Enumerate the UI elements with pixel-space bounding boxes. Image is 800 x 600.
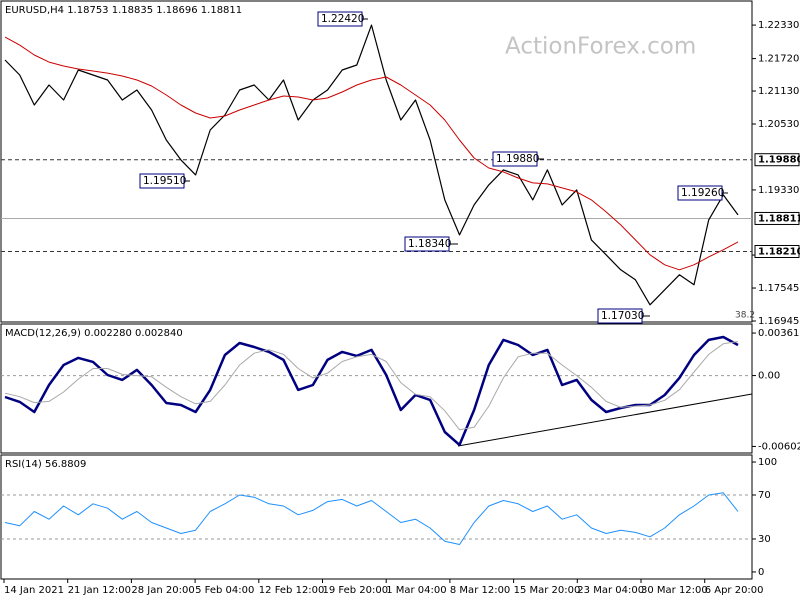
y-tick-label: 70 [758, 490, 771, 501]
swing-label: 1.19510 [143, 175, 186, 187]
x-tick-label: 14 Jan 2021 [4, 585, 64, 596]
swing-label: 1.17030 [601, 310, 644, 322]
level-box [754, 211, 800, 225]
swing-label: 1.22420 [321, 13, 364, 25]
y-tick-label: 100 [758, 457, 777, 468]
level-label: 1.18811 [758, 213, 800, 224]
x-tick-label: 12 Feb 12:00 [259, 585, 325, 596]
level-label: 1.18210 [758, 246, 800, 257]
x-tick-label: 5 Feb 04:00 [195, 585, 254, 596]
y-tick-label: 0.00 [758, 371, 780, 382]
y-tick-label: 1.19330 [758, 185, 799, 196]
y-tick-label: 30 [758, 534, 771, 545]
panel-frame [0, 0, 753, 323]
x-tick-label: 19 Feb 20:00 [323, 585, 389, 596]
watermark: ActionForex.com [505, 34, 696, 60]
x-tick-label: 6 Apr 20:00 [705, 585, 764, 596]
x-tick-label: 1 Mar 04:00 [386, 585, 446, 596]
level-label: 1.19880 [758, 155, 800, 166]
y-tick-label: 1.21130 [758, 86, 799, 97]
series-line [4, 36, 739, 271]
swing-box [597, 308, 643, 324]
x-tick-label: 15 Mar 20:00 [514, 585, 581, 596]
y-tick-label: 1.17545 [758, 283, 799, 294]
swing-label: 1.18340 [408, 238, 451, 250]
y-tick-label: -0.006026 [758, 441, 800, 452]
series-line [4, 341, 739, 431]
swing-box [404, 236, 450, 252]
y-tick-label: 1.16945 [758, 316, 799, 327]
x-tick-label: 30 Mar 12:00 [641, 585, 708, 596]
series-line [4, 24, 739, 306]
y-tick-label: 0 [758, 567, 764, 578]
level-box [754, 153, 800, 167]
swing-box [139, 173, 185, 189]
x-tick-label: 21 Jan 12:00 [68, 585, 131, 596]
y-tick-label: 1.22330 [758, 20, 799, 31]
panel-frame [0, 323, 753, 454]
y-tick-label: 0.003615 [758, 328, 800, 339]
panel-frame [0, 454, 753, 580]
panel-title: EURUSD,H4 1.18753 1.18835 1.18696 1.1881… [5, 5, 242, 16]
swing-label: 1.19880 [496, 153, 539, 165]
x-tick-label: 8 Mar 12:00 [450, 585, 510, 596]
level-box [754, 244, 800, 258]
y-tick-label: 1.20530 [758, 119, 799, 130]
swing-box [492, 151, 538, 167]
series-line [4, 492, 739, 545]
x-tick-label: 23 Mar 04:00 [577, 585, 644, 596]
swing-box [317, 11, 363, 27]
swing-box [677, 185, 723, 201]
panel-title: MACD(12,26,9) 0.002280 0.002840 [5, 328, 183, 339]
series-line [4, 335, 739, 447]
x-tick-label: 28 Jan 20:00 [131, 585, 194, 596]
swing-label: 1.19260 [681, 187, 724, 199]
macd-trendline [457, 393, 753, 447]
fib-label: 38.2 [735, 311, 755, 321]
y-tick-label: 1.21720 [758, 54, 799, 65]
panel-title: RSI(14) 56.8809 [5, 459, 86, 470]
